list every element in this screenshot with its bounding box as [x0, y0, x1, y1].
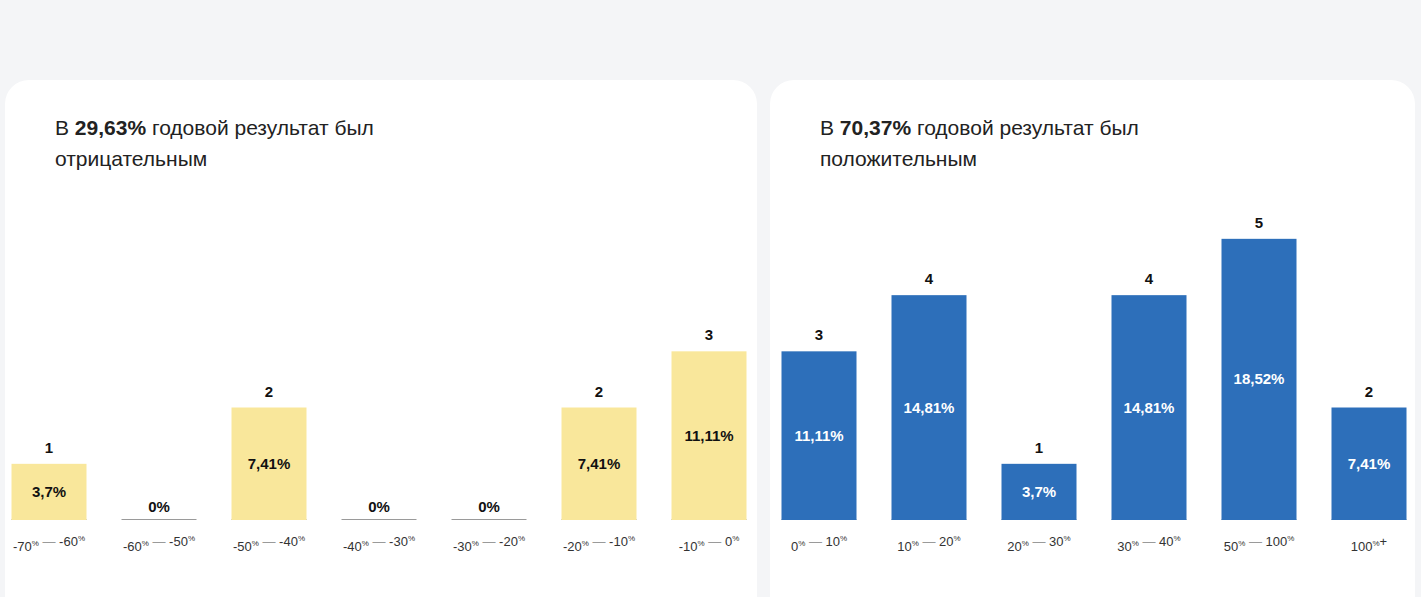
bar [122, 520, 197, 521]
percent-label: 14,81% [904, 399, 955, 416]
x-tick: -40% — -30% [343, 520, 415, 554]
bars [782, 239, 1407, 520]
x-tick-label: 20% — 30% [1007, 534, 1070, 554]
count-label: 1 [1035, 439, 1043, 456]
bar [452, 520, 527, 521]
bar [672, 351, 747, 520]
x-tick: 50% — 100% [1224, 520, 1295, 554]
x-tick-label: 100%+ [1351, 534, 1387, 554]
x-tick-label: 0% — 10% [791, 534, 847, 554]
bar [1112, 295, 1187, 520]
x-tick: -30% — -20% [453, 520, 525, 554]
bar [12, 464, 87, 520]
x-tick-label: 30% — 40% [1117, 534, 1180, 554]
percent-label: 7,41% [578, 455, 621, 472]
x-tick-label: 50% — 100% [1224, 534, 1295, 554]
percent-label: 0% [148, 498, 170, 515]
x-tick-label: -70% — -60% [13, 534, 85, 554]
x-tick: 0% — 10% [791, 520, 847, 554]
baseline-segments [782, 519, 1407, 520]
x-tick-label: -60% — -50% [123, 534, 195, 554]
x-tick: -60% — -50% [123, 520, 195, 554]
x-tick-label: 10% — 20% [897, 534, 960, 554]
bar [342, 520, 417, 521]
x-tick: -70% — -60% [13, 520, 85, 554]
count-label: 2 [1365, 383, 1373, 400]
x-tick-label: -40% — -30% [343, 534, 415, 554]
x-tick: -10% — 0% [679, 520, 740, 554]
percent-label: 0% [478, 498, 500, 515]
x-tick-label: -10% — 0% [679, 534, 740, 554]
percent-label: 14,81% [1124, 399, 1175, 416]
bar [1332, 408, 1407, 520]
x-axis: 0% — 10% 10% — 20% 20% — 30% 30% — 40% 50% —… [791, 520, 1387, 554]
bar [892, 295, 967, 520]
baseline-segment [452, 519, 527, 520]
x-tick: 20% — 30% [1007, 520, 1070, 554]
count-label: 2 [265, 383, 273, 400]
x-tick: 30% — 40% [1117, 520, 1180, 554]
x-tick: 10% — 20% [897, 520, 960, 554]
bar [232, 408, 307, 520]
panel [5, 80, 757, 597]
baseline-segment [342, 519, 417, 520]
percent-label: 11,11% [794, 427, 843, 444]
x-tick-label: -50% — -40% [233, 534, 305, 554]
count-label: 1 [45, 439, 53, 456]
count-label: 5 [1255, 214, 1263, 231]
count-label: 2 [595, 383, 603, 400]
count-label: 4 [925, 270, 934, 287]
chart-canvas: 3,7% 1 0% 7,41% 2 0% 0% 7,41% 2 11,11% 3 -70% — -60… [0, 0, 1421, 597]
x-tick: 100%+ [1351, 520, 1387, 554]
percent-label: 0% [368, 498, 390, 515]
bar [562, 408, 637, 520]
x-axis: -70% — -60% -60% — -50% -50% — -40% -40% — … [13, 520, 739, 554]
bar [1002, 464, 1077, 520]
x-tick: -20% — -10% [563, 520, 635, 554]
percent-label: 11,11% [684, 427, 733, 444]
panel-title: В 29,63% годовой результат был отрицател… [55, 112, 375, 174]
data-labels: 3,7% 1 0% 7,41% 2 0% 0% 7,41% 2 11,11% 3 [32, 326, 734, 515]
bar [1222, 239, 1297, 520]
x-tick-label: -20% — -10% [563, 534, 635, 554]
x-tick: -50% — -40% [233, 520, 305, 554]
percent-label: 7,41% [1348, 455, 1391, 472]
data-labels: 11,11% 3 14,81% 4 3,7% 1 14,81% 4 18,52% 5 7,41% 2 [794, 214, 1390, 500]
x-tick-label: -30% — -20% [453, 534, 525, 554]
baseline-segment [122, 519, 197, 520]
chart: 3,7% 1 0% 7,41% 2 0% 0% 7,41% 2 11,11% 3 [12, 326, 747, 520]
count-label: 3 [815, 326, 823, 343]
percent-label: 3,7% [1022, 483, 1056, 500]
percent-label: 18,52% [1234, 370, 1285, 387]
panel [770, 80, 1415, 597]
chart: 11,11% 3 14,81% 4 3,7% 1 14,81% 4 18,52% 5 7,41% 2 [782, 214, 1407, 520]
percent-label: 7,41% [248, 455, 291, 472]
count-label: 3 [705, 326, 713, 343]
percent-label: 3,7% [32, 483, 66, 500]
panel-title: В 70,37% годовой результат был положител… [820, 112, 1140, 174]
bar [782, 351, 857, 520]
count-label: 4 [1145, 270, 1154, 287]
bars [12, 351, 747, 520]
